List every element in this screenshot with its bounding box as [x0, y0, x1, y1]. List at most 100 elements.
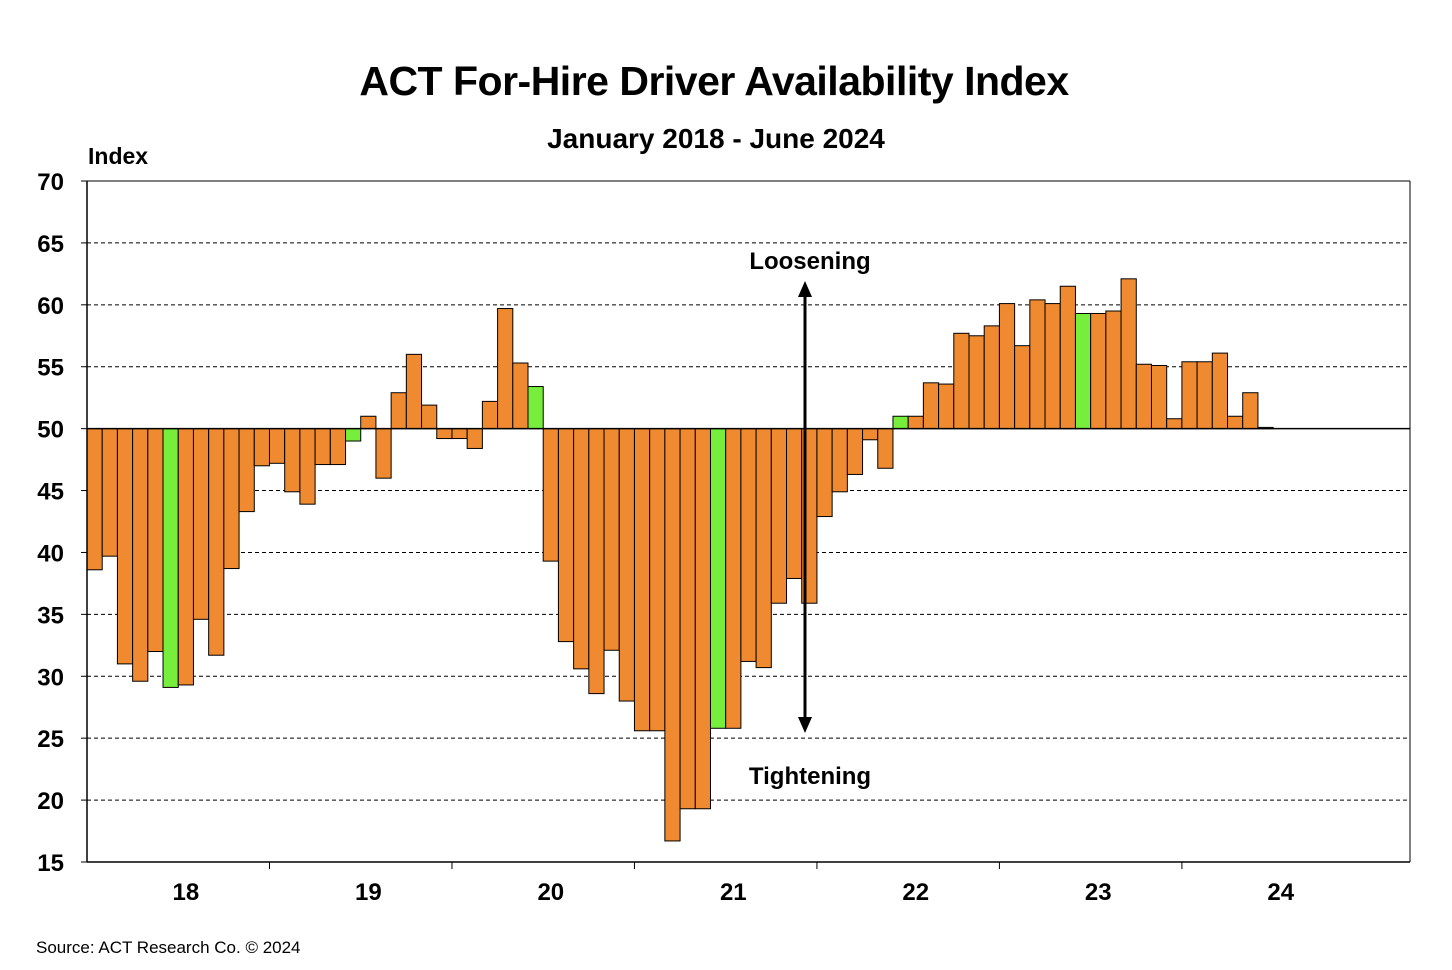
bar [314, 428, 331, 466]
bar [192, 428, 210, 620]
bar [405, 353, 423, 430]
y-tick-label: 25 [37, 726, 64, 753]
y-tick-label: 15 [37, 850, 64, 877]
bar [497, 308, 514, 430]
bar [86, 428, 103, 571]
bar [147, 428, 164, 653]
x-tick-label: 18 [172, 879, 199, 906]
x-tick-label: 24 [1267, 879, 1294, 906]
bar [740, 428, 757, 662]
bar [618, 428, 635, 702]
arrow-up-head [798, 281, 812, 297]
bar [299, 428, 316, 505]
bar [1014, 345, 1031, 430]
bar [1029, 299, 1046, 430]
bar [938, 383, 955, 430]
bar [466, 428, 483, 449]
bar [253, 428, 270, 467]
bar [481, 400, 499, 430]
bar [1150, 364, 1168, 430]
bar [907, 415, 924, 430]
bar [679, 428, 696, 810]
bar [1105, 310, 1122, 430]
bar-december [709, 428, 727, 729]
x-tick-label: 19 [355, 879, 382, 906]
y-tick-label: 20 [37, 788, 64, 815]
bar [132, 428, 149, 682]
bar [268, 428, 286, 464]
arrow-down-head [798, 717, 812, 733]
bar [390, 392, 407, 430]
y-tick-label: 40 [37, 540, 64, 567]
bar [633, 428, 651, 732]
bar [1090, 312, 1107, 430]
bar [329, 428, 347, 466]
bar [953, 332, 970, 430]
annotations: Loosening Tightening [749, 248, 871, 790]
bar [1227, 415, 1244, 430]
bar [542, 428, 559, 562]
bar [664, 428, 681, 842]
bar [862, 428, 879, 441]
bar [557, 428, 575, 643]
bar [512, 362, 529, 430]
bar [831, 428, 848, 493]
y-tick-label: 70 [37, 169, 64, 196]
bar [1181, 361, 1198, 430]
bar-december [162, 428, 179, 688]
chart-title: ACT For-Hire Driver Availability Index [359, 58, 1069, 104]
bar [238, 428, 255, 513]
bar [846, 428, 864, 475]
bar [573, 428, 590, 670]
y-tick-label: 65 [37, 231, 64, 258]
bar [770, 428, 788, 604]
y-tick-label: 60 [37, 293, 64, 320]
bar [877, 428, 894, 469]
bar [649, 428, 666, 732]
bar [694, 428, 711, 810]
bar [101, 428, 118, 557]
bar [421, 404, 438, 430]
bar [1135, 363, 1152, 430]
bar [1166, 418, 1183, 430]
bar [1059, 285, 1076, 430]
bar [1120, 278, 1137, 430]
bar [725, 428, 742, 729]
bar-december [527, 386, 544, 430]
bar-december [345, 428, 362, 442]
x-tick-label: 22 [902, 879, 929, 906]
source-note: Source: ACT Research Co. © 2024 [36, 938, 301, 957]
bar [998, 303, 1016, 430]
bar [223, 428, 240, 570]
bar [1044, 303, 1061, 430]
x-tick-label: 20 [537, 879, 564, 906]
chart-subtitle: January 2018 - June 2024 [547, 123, 885, 154]
bar [1242, 392, 1259, 430]
axes: 15 20 25 30 35 40 45 50 55 60 65 70 18 19 20 21 22 23 24 [37, 169, 1411, 906]
bar [360, 415, 377, 430]
bar [451, 428, 468, 440]
bar [786, 428, 803, 579]
bar [755, 428, 772, 669]
tightening-label: Tightening [749, 763, 871, 790]
bar [588, 428, 605, 695]
bar-december [892, 415, 909, 430]
bars [86, 278, 1274, 842]
y-tick-label: 55 [37, 355, 64, 382]
bar [968, 335, 985, 430]
bar [208, 428, 225, 656]
bar-december [1074, 312, 1092, 430]
bar [603, 428, 620, 651]
bar [116, 428, 134, 665]
x-tick-label: 23 [1085, 879, 1112, 906]
bar [284, 428, 301, 493]
bar [1196, 361, 1213, 430]
bar [816, 428, 833, 518]
y-tick-label: 45 [37, 479, 64, 506]
y-tick-label: 35 [37, 602, 64, 629]
bar [922, 382, 940, 430]
x-tick-label: 21 [720, 879, 747, 906]
bar [375, 428, 392, 479]
bar [983, 325, 1000, 430]
